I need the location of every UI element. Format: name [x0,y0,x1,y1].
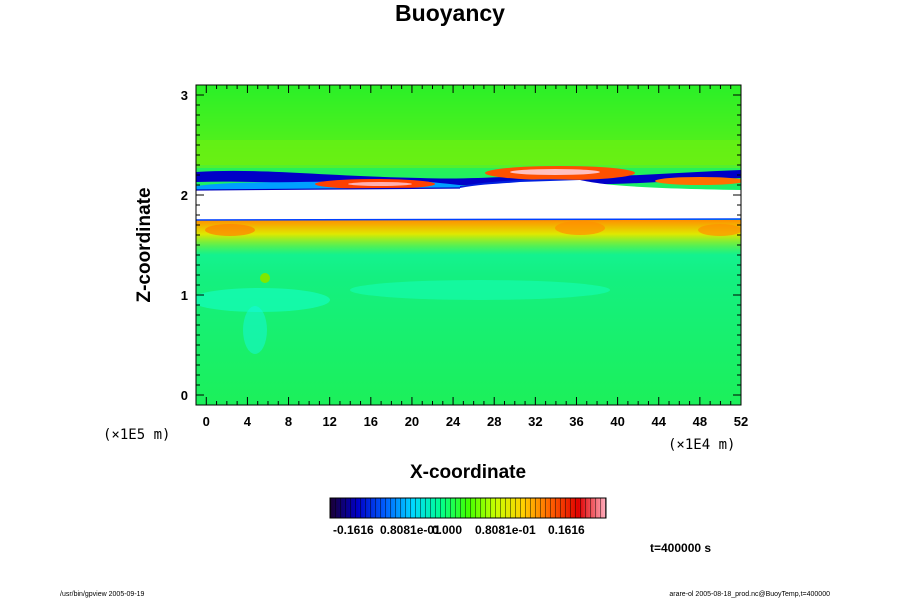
x-tick-label: 40 [610,414,624,429]
x-tick-label: 48 [693,414,707,429]
colorbar-label: 0.8081e-01 [380,523,441,537]
x-tick-label: 12 [322,414,336,429]
x-tick-label: 44 [652,414,667,429]
x-tick-label: 32 [528,414,542,429]
x-tick-label: 0 [203,414,210,429]
colorbar-labels: -0.1616 0.8081e-010.000 0.8081e-01 0.1616 [333,523,585,537]
x-tick-label: 20 [405,414,419,429]
heatmap-field [196,85,741,405]
y-tick-label: 0 [181,388,188,403]
time-label: t=400000 s [650,541,711,555]
x-tick-label: 24 [446,414,461,429]
x-tick-label: 16 [364,414,378,429]
x-unit-right: (×1E4 m) [668,437,735,453]
colorbar-label: 0.000 [432,523,462,537]
colorbar-label: 0.8081e-01 [475,523,536,537]
x-axis-label: X-coordinate [410,462,526,483]
y-axis: 0 1 2 3 [181,88,741,406]
x-tick-label: 36 [569,414,583,429]
y-tick-label: 3 [181,88,188,103]
chart-title: Buoyancy [395,0,505,26]
x-tick-label: 28 [487,414,501,429]
footer-left: /usr/bin/gpview 2005-09-19 [60,591,145,598]
x-tick-label: 8 [285,414,292,429]
y-tick-label: 2 [181,188,188,203]
x-tick-label: 52 [734,414,748,429]
y-tick-label: 1 [181,288,188,303]
x-unit-left: (×1E5 m) [103,427,170,443]
colorbar-label: 0.1616 [548,523,585,537]
colorbar-label: -0.1616 [333,523,374,537]
y-axis-label: Z-coordinate [134,187,155,302]
colorbar [329,497,607,519]
x-axis: 0 4 8 12 16 20 24 28 32 36 40 44 48 52 [195,85,748,429]
x-tick-label: 4 [244,414,252,429]
footer-right: arare-ol 2005-08-18_prod.nc@BuoyTemp,t=4… [669,591,830,598]
